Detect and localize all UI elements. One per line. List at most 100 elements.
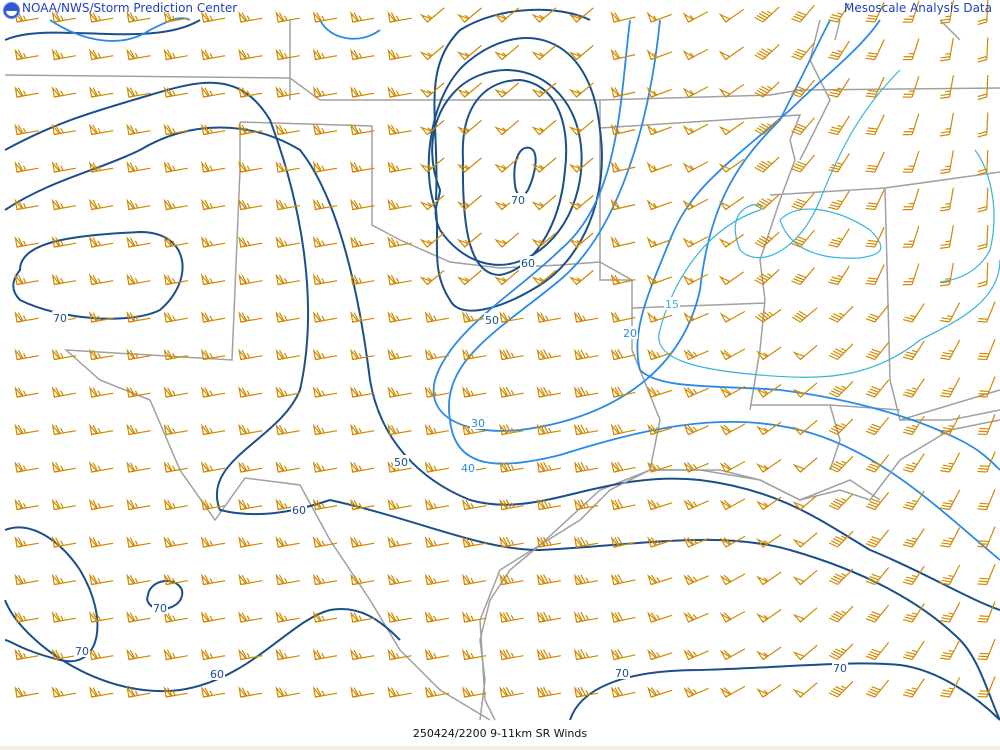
wind-barb <box>940 302 961 323</box>
wind-barb <box>531 157 557 173</box>
wind-barb <box>51 423 77 436</box>
wind-barb <box>387 573 412 586</box>
wind-barb <box>275 160 300 173</box>
wind-barb <box>51 160 77 173</box>
wind-barb <box>754 231 780 248</box>
wind-barb <box>977 563 996 586</box>
wind-barb <box>573 648 599 661</box>
wind-barb <box>89 160 114 173</box>
wind-barb <box>902 640 925 661</box>
wind-barb <box>424 573 450 586</box>
wind-barb <box>647 573 673 586</box>
wind-barb <box>977 488 996 511</box>
wind-barb <box>940 414 961 436</box>
wind-barb <box>683 536 709 548</box>
wind-barb <box>568 232 594 248</box>
wind-barb <box>387 498 412 511</box>
wind-barb <box>536 310 561 323</box>
wind-barb <box>902 38 920 61</box>
wind-barb <box>387 610 412 623</box>
wind-barb <box>350 460 375 473</box>
wind-barb <box>275 48 300 61</box>
wind-barb <box>350 273 375 286</box>
wind-barb <box>902 678 925 698</box>
wind-barb <box>568 157 594 173</box>
wind-barb <box>792 569 818 586</box>
wind-barb <box>610 611 636 623</box>
wind-barb <box>719 685 746 698</box>
wind-barb <box>568 119 594 136</box>
wind-barb <box>756 646 782 661</box>
wind-barb <box>610 11 636 23</box>
wind-barb <box>791 4 815 23</box>
wind-barb <box>536 648 561 661</box>
wind-barb <box>238 273 263 286</box>
contour-label: 20 <box>623 327 637 340</box>
wind-barb <box>51 573 77 586</box>
wind-barb <box>902 225 920 248</box>
contour-label: 70 <box>615 667 629 680</box>
contour-label: 70 <box>833 662 847 675</box>
wind-barb <box>754 119 780 136</box>
wind-barb <box>682 161 709 173</box>
wind-barb <box>683 499 709 511</box>
wind-barbs <box>14 0 996 698</box>
contour-label-bg <box>52 311 68 324</box>
contour-label-bg <box>470 416 486 429</box>
wind-barb <box>792 457 818 473</box>
wind-barb <box>647 386 673 398</box>
wind-barb <box>573 385 599 398</box>
contour-label: 60 <box>292 504 306 517</box>
wind-barb <box>940 75 954 99</box>
wind-barb <box>14 460 39 473</box>
wind-barb <box>902 603 925 623</box>
wind-barb <box>89 648 114 661</box>
wind-barb <box>531 44 557 61</box>
wind-barb <box>718 233 745 248</box>
wind-barb <box>462 423 487 436</box>
wind-barb <box>238 235 263 248</box>
wind-barb <box>940 527 961 548</box>
wind-barb <box>419 269 445 286</box>
wind-barb <box>977 451 996 473</box>
wind-barb <box>865 641 890 661</box>
wind-barb <box>754 44 780 61</box>
wind-barb <box>424 685 450 698</box>
wind-barb <box>126 48 151 61</box>
state-borders <box>4 19 1000 721</box>
wind-barb <box>754 156 780 173</box>
wind-barb <box>275 535 300 548</box>
wind-barb <box>531 82 557 98</box>
wind-barb <box>350 685 375 698</box>
wind-barb <box>387 85 412 98</box>
contour-label-bg <box>393 455 409 468</box>
wind-barb <box>89 610 114 623</box>
wind-barb <box>646 199 672 211</box>
wind-barb <box>536 460 561 473</box>
wind-barb <box>387 310 412 323</box>
wind-barb <box>51 685 77 698</box>
wind-barb <box>89 385 114 398</box>
wind-barb <box>865 76 885 98</box>
wind-barb <box>51 235 77 248</box>
wind-barb <box>791 154 815 173</box>
wind-barb <box>718 8 745 23</box>
wind-barb <box>312 48 338 61</box>
wind-barb <box>312 423 338 436</box>
wind-barb <box>350 610 375 623</box>
wind-barb <box>163 273 188 286</box>
wind-barb <box>647 423 673 436</box>
wind-barb <box>719 310 746 323</box>
contour-label-bg <box>209 667 225 680</box>
wind-barb <box>275 310 300 323</box>
wind-barb <box>89 685 114 698</box>
wind-barb <box>89 10 114 23</box>
wind-barb <box>312 310 338 323</box>
wind-barb <box>756 459 782 473</box>
wind-barb <box>719 648 746 661</box>
wind-barb <box>573 610 599 623</box>
wind-barb <box>902 453 925 473</box>
wind-barb <box>200 648 226 661</box>
wind-barb <box>494 269 520 286</box>
